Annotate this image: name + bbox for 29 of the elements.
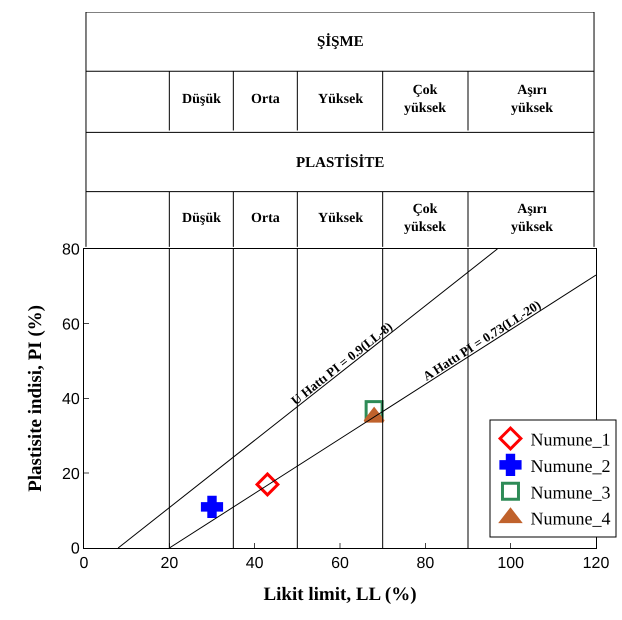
- text: Orta: [251, 211, 280, 226]
- text: Aşırı yüksek: [511, 202, 554, 236]
- text: Düşük: [182, 211, 222, 226]
- y-tick-label: 80: [62, 242, 80, 259]
- text: Aşırı yüksek: [511, 83, 554, 116]
- x-tick-label: 120: [582, 555, 610, 572]
- x-axis-title: Likit limit, LL (%): [263, 584, 417, 605]
- x-tick-label: 100: [497, 555, 524, 572]
- legend-label: Numune_1: [530, 430, 610, 450]
- text: PLASTİSİTE: [296, 154, 384, 171]
- legend-label: Numune_4: [530, 508, 610, 529]
- text: Orta: [251, 92, 280, 107]
- y-tick-label: 20: [62, 466, 80, 483]
- text: Çok yüksek: [404, 83, 446, 116]
- y-tick-label: 40: [62, 391, 80, 408]
- x-tick-label: 80: [416, 555, 434, 572]
- x-tick-label: 20: [160, 555, 178, 572]
- text: Düşük: [182, 92, 222, 107]
- y-tick-label: 60: [62, 316, 80, 334]
- y-tick-label: 0: [70, 540, 80, 558]
- x-tick-label: 60: [331, 555, 349, 572]
- y-axis-title: Plastisite indisi, PI (%): [24, 305, 46, 492]
- text: Yüksek: [318, 211, 364, 226]
- legend-label: Numune_2: [530, 456, 610, 476]
- x-tick-label: 40: [246, 555, 264, 572]
- text: Yüksek: [318, 92, 364, 107]
- text: ŞİŞME: [317, 33, 364, 50]
- legend-label: Numune_3: [530, 482, 610, 502]
- text: Çok yüksek: [404, 202, 446, 236]
